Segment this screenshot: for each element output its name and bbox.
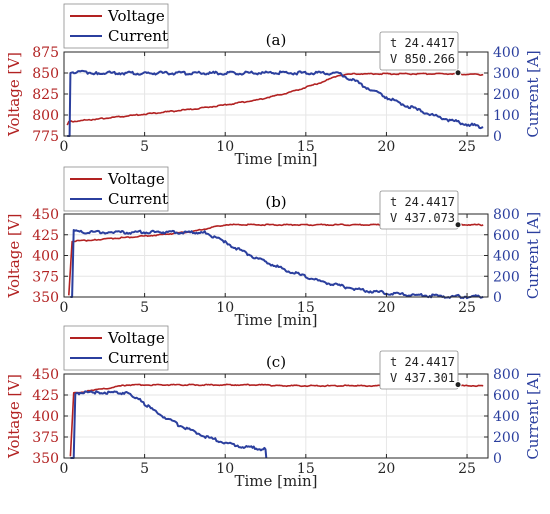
datatip-t: t 24.4417 <box>390 195 455 209</box>
y-right-axis-label: Current [A] <box>524 372 542 459</box>
y-right-tick-label: 200 <box>493 87 520 103</box>
x-tick-label: 20 <box>378 461 396 477</box>
x-tick-label: 0 <box>60 300 69 316</box>
datatip-v: V 850.266 <box>390 52 455 66</box>
y-right-tick-label: 300 <box>493 66 520 82</box>
x-axis-label: Time [min] <box>234 472 317 490</box>
datatip-box <box>379 350 459 390</box>
datatip-marker <box>454 381 462 389</box>
datatip-t: t 24.4417 <box>390 355 455 369</box>
y-left-tick-label: 450 <box>32 207 59 223</box>
y-left-tick-label: 775 <box>32 129 59 145</box>
datatip: t 24.4417 V 437.073 <box>379 190 462 230</box>
chart-panel-a: 775 800 825 850 875 0 100 200 300 400 0 5 10 15 20 25 Ti… <box>5 3 542 168</box>
x-tick-label: 0 <box>60 139 69 155</box>
y-left-tick-label: 375 <box>32 269 59 285</box>
y-right-tick-label: 200 <box>493 269 520 285</box>
y-right-axis-label: Current [A] <box>524 50 542 137</box>
x-tick-label: 0 <box>60 461 69 477</box>
datatip-marker <box>454 221 462 229</box>
x-tick-label: 20 <box>378 139 396 155</box>
series-line-current <box>70 229 484 300</box>
datatip-box <box>379 190 459 230</box>
chart-panel-b: 350 375 400 425 450 0 200 400 600 800 0 5 10 15 20 25 Ti… <box>5 166 542 329</box>
y-left-tick-label: 425 <box>32 388 59 404</box>
x-axis-label: Time [min] <box>234 311 317 329</box>
legend: Voltage Current <box>63 3 169 49</box>
x-tick-label: 5 <box>140 300 149 316</box>
legend: Voltage Current <box>63 325 169 371</box>
series-line-current <box>67 69 484 137</box>
x-tick-label: 15 <box>297 139 315 155</box>
y-left-tick-label: 450 <box>32 367 59 383</box>
legend: Voltage Current <box>63 166 169 212</box>
y-right-tick-label: 800 <box>493 207 520 223</box>
panel-label: (b) <box>265 193 286 211</box>
y-left-tick-label: 800 <box>32 108 59 124</box>
legend-label-current: Current <box>108 27 168 45</box>
datatip-v: V 437.073 <box>390 211 455 225</box>
x-axis-label: Time [min] <box>234 150 317 168</box>
y-right-tick-label: 400 <box>493 45 520 61</box>
x-tick-label: 15 <box>297 300 315 316</box>
datatip: t 24.4417 V 850.266 <box>379 31 462 77</box>
x-tick-label: 5 <box>140 139 149 155</box>
x-tick-label: 25 <box>458 139 476 155</box>
y-right-tick-label: 400 <box>493 249 520 265</box>
y-right-axis-label: Current [A] <box>524 212 542 299</box>
y-left-tick-label: 400 <box>32 249 59 265</box>
y-left-axis-label: Voltage [V] <box>5 52 23 137</box>
y-left-tick-label: 425 <box>32 228 59 244</box>
legend-label-current: Current <box>108 349 168 367</box>
legend-box <box>63 3 169 49</box>
y-right-tick-label: 600 <box>493 388 520 404</box>
y-right-tick-label: 400 <box>493 409 520 425</box>
datatip-marker <box>454 69 462 77</box>
x-tick-label: 15 <box>297 461 315 477</box>
datatip-v: V 437.301 <box>390 371 455 385</box>
y-left-tick-label: 375 <box>32 430 59 446</box>
x-tick-label: 10 <box>216 139 234 155</box>
x-tick-label: 10 <box>216 461 234 477</box>
y-left-tick-label: 400 <box>32 409 59 425</box>
x-tick-label: 25 <box>458 461 476 477</box>
panel-label: (a) <box>266 31 287 49</box>
datatip-box <box>379 31 459 71</box>
y-left-axis-label: Voltage [V] <box>5 213 23 298</box>
legend-label-voltage: Voltage <box>107 7 165 25</box>
y-right-tick-label: 0 <box>493 129 502 145</box>
x-tick-label: 25 <box>458 300 476 316</box>
x-tick-label: 20 <box>378 300 396 316</box>
legend-box <box>63 166 169 212</box>
y-right-tick-label: 0 <box>493 451 502 467</box>
y-left-tick-label: 825 <box>32 87 59 103</box>
y-right-tick-label: 800 <box>493 367 520 383</box>
legend-label-current: Current <box>108 190 168 208</box>
y-right-tick-label: 200 <box>493 430 520 446</box>
y-left-tick-label: 875 <box>32 45 59 61</box>
y-left-tick-label: 850 <box>32 66 59 82</box>
series-line-voltage <box>66 72 484 126</box>
y-right-tick-label: 0 <box>493 290 502 306</box>
y-right-tick-label: 100 <box>493 108 520 124</box>
panel-label: (c) <box>266 353 286 371</box>
y-right-tick-label: 600 <box>493 228 520 244</box>
y-left-tick-label: 350 <box>32 290 59 306</box>
datatip: t 24.4417 V 437.301 <box>379 350 462 390</box>
legend-label-voltage: Voltage <box>107 170 165 188</box>
chart-panel-c: 350 375 400 425 450 0 200 400 600 800 0 5 10 15 20 25 Ti… <box>5 325 542 490</box>
legend-label-voltage: Voltage <box>107 329 165 347</box>
y-left-axis-label: Voltage [V] <box>5 374 23 459</box>
x-tick-label: 10 <box>216 300 234 316</box>
series-line-current <box>70 390 268 459</box>
datatip-t: t 24.4417 <box>390 36 455 50</box>
x-tick-label: 5 <box>140 461 149 477</box>
y-left-tick-label: 350 <box>32 451 59 467</box>
legend-box <box>63 325 169 371</box>
